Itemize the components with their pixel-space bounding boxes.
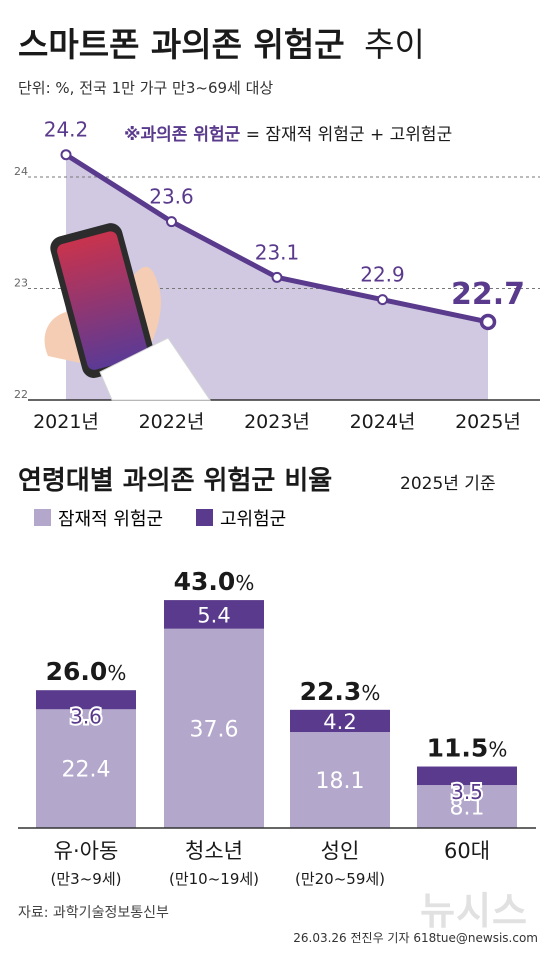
bar-potential-label: 37.6 <box>190 717 239 742</box>
legend-swatch-high <box>196 509 213 526</box>
bar-high-risk <box>290 709 390 733</box>
category-sublabel: (만3~9세) <box>51 870 122 888</box>
y-tick-label: 24 <box>14 165 28 178</box>
bar-potential <box>417 785 517 828</box>
note-box <box>116 116 532 148</box>
data-point <box>271 271 283 283</box>
phone-illustration <box>44 223 211 401</box>
bar-total-label: 43.0% <box>174 567 255 596</box>
x-tick-label: 2022년 <box>139 411 205 433</box>
bar-total-unit: % <box>361 681 380 705</box>
main-title-bold: 스마트폰 과의존 위험군 <box>18 25 345 64</box>
bar-total-unit: % <box>488 738 507 762</box>
data-point <box>60 149 72 161</box>
bar-high-risk-label: 3.5 <box>451 780 483 804</box>
bar-total-label: 11.5% <box>427 734 508 763</box>
bar-high-risk-label: 3.6 <box>70 704 102 728</box>
phone-icon <box>50 223 155 378</box>
legend-label-high: 고위험군 <box>220 509 286 530</box>
unit-note: 단위: %, 전국 1만 가구 만3~69세 대상 <box>18 79 273 97</box>
bar-potential-label: 22.4 <box>62 758 111 783</box>
category-label: 60대 <box>444 839 490 863</box>
note-text: ※과의존 위험군 = 잠재적 위험군 + 고위험군 <box>124 124 452 145</box>
bar-high-risk <box>164 600 264 629</box>
x-tick-label: 2024년 <box>350 411 416 433</box>
data-point <box>166 216 177 228</box>
bar-potential-label: 8.1 <box>450 796 485 821</box>
bar-high-risk <box>36 690 136 710</box>
category-sublabel: (만20~59세) <box>295 870 385 888</box>
category-label: 청소년 <box>185 839 243 863</box>
y-tick-label: 22 <box>14 388 28 401</box>
category-sublabel: (만10~19세) <box>169 870 259 888</box>
x-tick-label: 2025년 <box>455 411 521 433</box>
data-point <box>479 313 497 331</box>
category-label: 유·아동 <box>54 839 119 863</box>
x-tick-label: 2023년 <box>244 411 310 433</box>
bar-high-risk-label: 5.4 <box>197 603 230 627</box>
bar-total-value: 11.5 <box>427 734 489 763</box>
point-value-label: 22.7 <box>451 277 525 312</box>
point-value-label: 24.2 <box>44 118 89 142</box>
bar-potential-label: 18.1 <box>316 769 365 794</box>
bar-total-label: 22.3% <box>300 677 381 706</box>
bar-total-label: 26.0% <box>46 657 127 686</box>
point-value-label: 22.9 <box>360 263 405 287</box>
bar-total-value: 22.3 <box>300 677 362 706</box>
newsis-watermark: 뉴시스 <box>420 889 528 933</box>
source-text: 자료: 과학기술정보통신부 <box>18 905 169 921</box>
data-point <box>377 294 388 306</box>
main-title-light: 추이 <box>364 25 425 64</box>
trend-chart: 22 23 24 24.2 2021년 23.6 2022년 23.1 2023년 22.9 202… <box>14 118 540 433</box>
credit-text: 26.03.26 전진우 기자 618tue@newsis.com <box>293 931 538 945</box>
note-rest: = 잠재적 위험군 + 고위험군 <box>240 125 452 145</box>
legend-swatch-potential <box>34 509 51 526</box>
bar-potential <box>290 732 390 828</box>
bar-potential <box>36 709 136 828</box>
note-highlight: ※과의존 위험군 <box>124 124 241 145</box>
category-label: 성인 <box>321 839 360 863</box>
bar-high-risk <box>417 766 517 786</box>
bar-total-unit: % <box>107 661 126 685</box>
bar-total-value: 43.0 <box>174 567 236 596</box>
bar-high-risk-label: 4.2 <box>323 710 356 734</box>
definition-note: ※과의존 위험군 = 잠재적 위험군 + 고위험군 <box>116 116 532 148</box>
point-value-label: 23.6 <box>149 185 194 209</box>
age-bar-chart: 22.4 3.6 26.0% 유·아동 (만3~9세) 37.6 5.4 43.0% 청소년 (만… <box>18 567 536 888</box>
y-tick-label: 23 <box>14 277 28 290</box>
x-tick-label: 2021년 <box>33 411 99 433</box>
main-title: 스마트폰 과의존 위험군 추이 <box>18 25 425 64</box>
bar-total-value: 26.0 <box>46 657 108 686</box>
point-value-label: 23.1 <box>255 240 300 264</box>
legend-label-potential: 잠재적 위험군 <box>58 509 163 530</box>
bar-potential <box>164 628 264 828</box>
bar-chart-subtitle: 2025년 기준 <box>400 474 496 494</box>
bar-legend: 잠재적 위험군 고위험군 <box>34 509 286 530</box>
bar-total-unit: % <box>235 571 254 595</box>
shirt-cuff <box>99 337 211 401</box>
bar-chart-title: 연령대별 과의존 위험군 비율 <box>18 466 332 496</box>
